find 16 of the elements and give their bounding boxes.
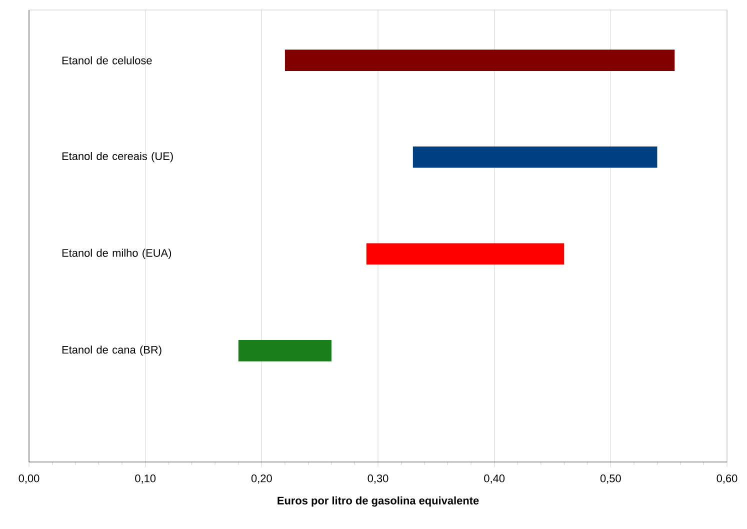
y-tick-label: Etanol de cana (BR) (62, 346, 162, 356)
x-tick-label: 0,40 (484, 474, 505, 484)
x-tick-label: 0,50 (600, 474, 621, 484)
bar (412, 146, 658, 168)
y-tick-label: Etanol de milho (EUA) (62, 248, 172, 259)
x-tick-label: 0,10 (135, 474, 156, 484)
bar (238, 340, 332, 362)
x-axis-title: Euros por litro de gasolina equivalente (278, 496, 479, 507)
x-tick-label: 0,00 (18, 474, 40, 484)
x-tick-label: 0,30 (368, 474, 388, 484)
x-tick-label: 0,20 (251, 474, 272, 484)
x-tick-label: 0,60 (716, 474, 738, 484)
y-tick-label: Etanol de cereais (UE) (62, 152, 173, 162)
bar (366, 243, 564, 265)
bar (284, 50, 675, 71)
y-tick-label: Etanol de celulose (62, 56, 152, 64)
